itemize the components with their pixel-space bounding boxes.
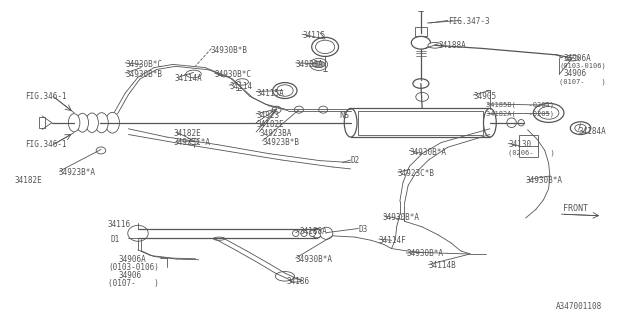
Ellipse shape bbox=[312, 37, 339, 56]
Text: 34186: 34186 bbox=[287, 277, 310, 286]
Text: 34906A: 34906A bbox=[564, 53, 592, 62]
Text: 34930B*C: 34930B*C bbox=[125, 60, 162, 69]
Bar bbox=[415, 27, 428, 36]
Text: 34923A: 34923A bbox=[296, 60, 323, 69]
Text: 34930B*A: 34930B*A bbox=[383, 213, 420, 222]
Bar bbox=[39, 117, 45, 128]
Ellipse shape bbox=[276, 85, 293, 96]
Text: (0103-0106): (0103-0106) bbox=[559, 63, 606, 69]
Text: 34182A(   -0205): 34182A( -0205) bbox=[486, 110, 554, 117]
Text: 34930B*A: 34930B*A bbox=[296, 255, 333, 264]
Ellipse shape bbox=[273, 83, 297, 99]
Ellipse shape bbox=[96, 147, 106, 154]
Text: 34184A: 34184A bbox=[579, 127, 606, 136]
Ellipse shape bbox=[189, 138, 199, 145]
Circle shape bbox=[275, 271, 294, 281]
Ellipse shape bbox=[312, 228, 321, 238]
Text: FIG.346-1: FIG.346-1 bbox=[25, 140, 67, 149]
Ellipse shape bbox=[538, 107, 559, 119]
Text: 34114B: 34114B bbox=[429, 261, 456, 270]
Circle shape bbox=[236, 79, 248, 85]
Text: 34182E: 34182E bbox=[173, 129, 201, 138]
Ellipse shape bbox=[316, 40, 335, 53]
Ellipse shape bbox=[213, 237, 225, 240]
Text: 34114: 34114 bbox=[229, 82, 252, 91]
Text: 34930B*B: 34930B*B bbox=[125, 70, 162, 79]
Text: 34905: 34905 bbox=[473, 92, 497, 101]
Text: (0103-0106): (0103-0106) bbox=[108, 263, 159, 272]
Text: 34130: 34130 bbox=[508, 140, 531, 149]
Text: 34930B*A: 34930B*A bbox=[410, 148, 447, 156]
Text: (0107-    ): (0107- ) bbox=[108, 279, 159, 288]
Ellipse shape bbox=[272, 106, 281, 113]
Text: 34923B*B: 34923B*B bbox=[262, 138, 300, 147]
Text: A347001108: A347001108 bbox=[556, 302, 602, 311]
Ellipse shape bbox=[507, 118, 516, 127]
Ellipse shape bbox=[570, 122, 591, 134]
Ellipse shape bbox=[416, 92, 429, 101]
Text: 34116: 34116 bbox=[108, 220, 131, 229]
Text: D2: D2 bbox=[351, 156, 360, 165]
Bar bbox=[351, 108, 490, 137]
Text: 34923: 34923 bbox=[256, 111, 279, 120]
Text: 34114F: 34114F bbox=[379, 236, 406, 245]
Ellipse shape bbox=[106, 112, 120, 133]
Text: 34114A: 34114A bbox=[174, 74, 202, 83]
Text: 34182E: 34182E bbox=[15, 176, 42, 185]
Text: FIG.347-3: FIG.347-3 bbox=[448, 17, 490, 26]
Text: 34923BA: 34923BA bbox=[259, 129, 292, 138]
Text: 34115: 34115 bbox=[302, 31, 325, 40]
Ellipse shape bbox=[413, 79, 429, 88]
Circle shape bbox=[312, 61, 325, 68]
Ellipse shape bbox=[483, 108, 496, 137]
Text: 34185B(   -0205): 34185B( -0205) bbox=[486, 102, 554, 108]
Ellipse shape bbox=[320, 227, 333, 239]
Text: 34182E: 34182E bbox=[256, 120, 284, 129]
Text: 34906A: 34906A bbox=[119, 255, 147, 264]
Ellipse shape bbox=[128, 225, 148, 241]
Ellipse shape bbox=[76, 113, 88, 132]
Text: FRONT: FRONT bbox=[563, 204, 588, 213]
Ellipse shape bbox=[575, 124, 586, 132]
Bar bbox=[358, 111, 483, 134]
Ellipse shape bbox=[533, 103, 564, 123]
Ellipse shape bbox=[565, 55, 579, 61]
Ellipse shape bbox=[133, 228, 143, 238]
Text: D1: D1 bbox=[111, 235, 120, 244]
Ellipse shape bbox=[518, 120, 524, 126]
Bar bbox=[519, 134, 538, 157]
Text: 34923C*A: 34923C*A bbox=[173, 138, 210, 147]
Ellipse shape bbox=[292, 230, 299, 236]
Text: 34930B*A: 34930B*A bbox=[406, 250, 444, 259]
Ellipse shape bbox=[344, 108, 357, 137]
Text: 34923B*A: 34923B*A bbox=[58, 168, 95, 177]
Text: 34930B*B: 34930B*B bbox=[210, 45, 247, 55]
Text: 34906: 34906 bbox=[564, 69, 587, 78]
Ellipse shape bbox=[95, 113, 108, 133]
Text: 34188A: 34188A bbox=[438, 41, 466, 50]
Text: 34115A: 34115A bbox=[256, 89, 284, 98]
Text: (0206-    ): (0206- ) bbox=[508, 150, 555, 156]
Ellipse shape bbox=[428, 43, 442, 48]
Text: 34930B*C: 34930B*C bbox=[214, 70, 252, 79]
Ellipse shape bbox=[310, 58, 328, 70]
Text: 34188A: 34188A bbox=[300, 227, 327, 236]
Ellipse shape bbox=[412, 36, 431, 49]
Ellipse shape bbox=[309, 230, 316, 236]
Ellipse shape bbox=[290, 279, 301, 282]
Text: D3: D3 bbox=[358, 225, 367, 234]
Text: NS: NS bbox=[339, 111, 349, 120]
Ellipse shape bbox=[319, 106, 328, 113]
Ellipse shape bbox=[301, 230, 307, 236]
Circle shape bbox=[186, 70, 201, 78]
Ellipse shape bbox=[86, 113, 99, 132]
Ellipse shape bbox=[294, 106, 303, 113]
Text: 34923C*B: 34923C*B bbox=[398, 169, 435, 178]
Text: 34906: 34906 bbox=[119, 271, 142, 280]
Text: (0107-    ): (0107- ) bbox=[559, 79, 606, 85]
Text: 34930B*A: 34930B*A bbox=[525, 176, 563, 185]
Text: FIG.346-1: FIG.346-1 bbox=[25, 92, 67, 101]
Ellipse shape bbox=[68, 114, 80, 132]
